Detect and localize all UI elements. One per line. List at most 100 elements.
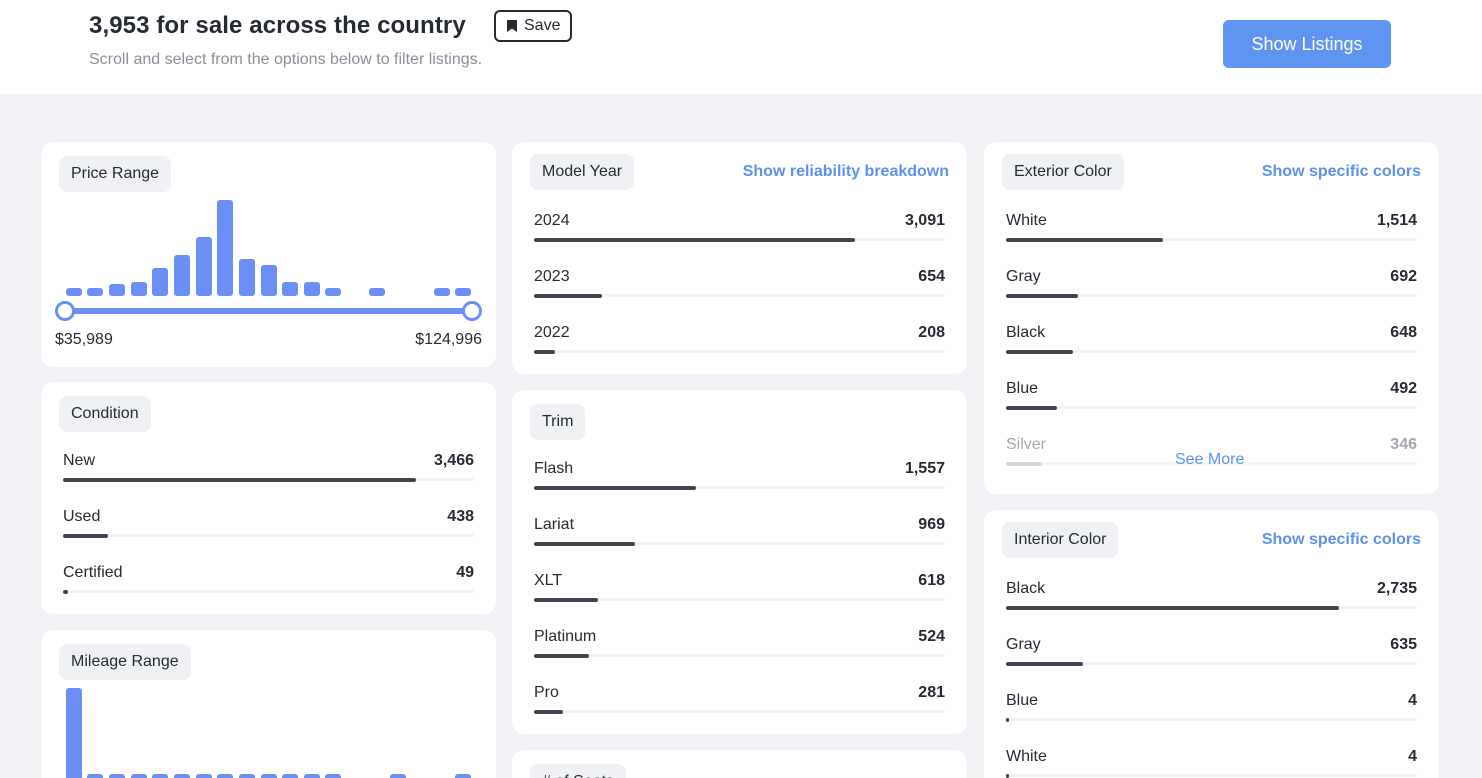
filter-option[interactable]: Gray 692 [1006,268,1417,308]
histogram-bar [325,288,342,296]
filter-option-bar-track [1006,717,1417,722]
histogram-bar [65,288,82,296]
filter-option-bar-track [534,237,945,242]
filter-option[interactable]: 2023 654 [534,268,945,308]
histogram-bar [130,774,147,778]
filter-option-label: Blue [1006,380,1039,397]
filter-option[interactable]: Flash 1,557 [534,460,945,500]
filter-option-count: 969 [918,516,945,533]
filter-option-count: 1,514 [1376,212,1417,229]
filter-option-bar-track [534,653,945,658]
filter-option-bar-track [534,485,945,490]
exterior-show-specific-colors-link[interactable]: Show specific colors [1261,163,1421,180]
filter-option-label: New [63,452,96,469]
filter-option-bar-fill [1006,349,1074,354]
filter-option[interactable]: New 3,466 [63,452,474,492]
filter-option[interactable]: Used 438 [63,508,474,548]
filter-option-bar-track [1006,661,1417,666]
price-max-label: $124,996 [415,331,482,348]
filter-option-label: Black [1006,324,1046,341]
filter-option[interactable]: 2022 208 [534,324,945,364]
price-max-handle[interactable] [462,301,482,321]
filter-option-label: 2022 [534,324,570,341]
filter-option-count: 1,557 [904,460,945,477]
interior-show-specific-colors-link[interactable]: Show specific colors [1261,531,1421,548]
trim-card: Trim Flash 1,557 Lariat 969 XLT 618 Platinum 52… [512,390,967,734]
histogram-bar [303,281,320,296]
filter-option-count: 3,466 [433,452,474,469]
histogram-bar [195,774,212,778]
filter-option-bar-track [534,709,945,714]
filter-option-count: 648 [1390,324,1417,341]
filter-option-bar-fill [534,293,602,298]
histogram-bar [260,774,277,778]
filter-option-count: 654 [918,268,945,285]
filter-option-label: XLT [534,572,563,589]
trim-title: Trim [530,404,586,440]
filter-option-count: 692 [1390,268,1417,285]
condition-title: Condition [59,396,151,432]
filter-option-bar-fill [534,653,589,658]
filter-option[interactable]: Platinum 524 [534,628,945,668]
filter-option[interactable]: 2024 3,091 [534,212,945,252]
mileage-range-card: Mileage Range [41,630,496,778]
filter-option-label: Black [1006,580,1046,597]
histogram-bar [173,254,190,296]
save-button-label: Save [524,17,561,34]
filter-option-bar-fill [63,533,109,538]
filter-option[interactable]: Black 2,735 [1006,580,1417,620]
show-listings-button[interactable]: Show Listings [1223,20,1391,68]
exterior-color-title: Exterior Color [1002,154,1124,190]
filter-option-bar-track [63,477,474,482]
price-min-handle[interactable] [55,301,75,321]
model-year-title: Model Year [530,154,635,190]
filter-option-bar-track [1006,405,1417,410]
filter-option-bar-track [63,589,474,594]
show-reliability-breakdown-link[interactable]: Show reliability breakdown [742,163,949,180]
page-title: 3,953 for sale across the country [89,12,466,39]
filter-option[interactable]: White 1,514 [1006,212,1417,252]
filter-option-bar-fill [1006,661,1084,666]
filter-option[interactable]: Gray 635 [1006,636,1417,676]
histogram-bar [173,774,190,778]
filter-option-count: 3,091 [904,212,945,229]
filter-option[interactable]: XLT 618 [534,572,945,612]
histogram-bar [303,774,320,778]
filter-option-bar-track [1006,605,1417,610]
price-slider-track[interactable] [65,308,473,314]
filter-option-bar-track [1006,349,1417,354]
histogram-bar [217,200,234,296]
histogram-bar [282,281,299,296]
histogram-bar [87,774,104,778]
price-histogram [63,200,474,296]
save-button[interactable]: Save [494,10,573,42]
price-range-card: Price Range $35,989 $124,996 [41,142,496,367]
filter-option[interactable]: Lariat 969 [534,516,945,556]
histogram-bar [152,774,169,778]
filter-option[interactable]: Blue 492 [1006,380,1417,420]
filter-option[interactable]: Black 648 [1006,324,1417,364]
filter-option[interactable]: Pro 281 [534,684,945,724]
see-more-button[interactable]: See More [1175,451,1245,468]
filter-option-bar-fill [1006,773,1010,778]
histogram-bar [455,774,472,778]
filter-option-count: 281 [918,684,945,701]
filter-option[interactable]: Certified 49 [63,564,474,604]
filter-option-label: 2024 [534,212,570,229]
mileage-histogram [63,688,474,778]
see-more-fade [984,434,1439,494]
filter-option[interactable]: Blue 4 [1006,692,1417,732]
page-subtitle: Scroll and select from the options below… [89,51,483,68]
filter-option-bar-fill [1006,405,1057,410]
filter-option-label: White [1006,212,1047,229]
filter-option-count: 438 [447,508,474,525]
filter-option-bar-track [1006,237,1417,242]
filter-option[interactable]: White 4 [1006,748,1417,778]
filter-option-label: Blue [1006,692,1039,709]
histogram-bar [152,268,169,296]
filter-option-bar-fill [63,589,68,594]
filter-option-label: Certified [63,564,123,581]
filter-option-bar-track [534,597,945,602]
histogram-bar [130,281,147,296]
histogram-bar [195,237,212,296]
